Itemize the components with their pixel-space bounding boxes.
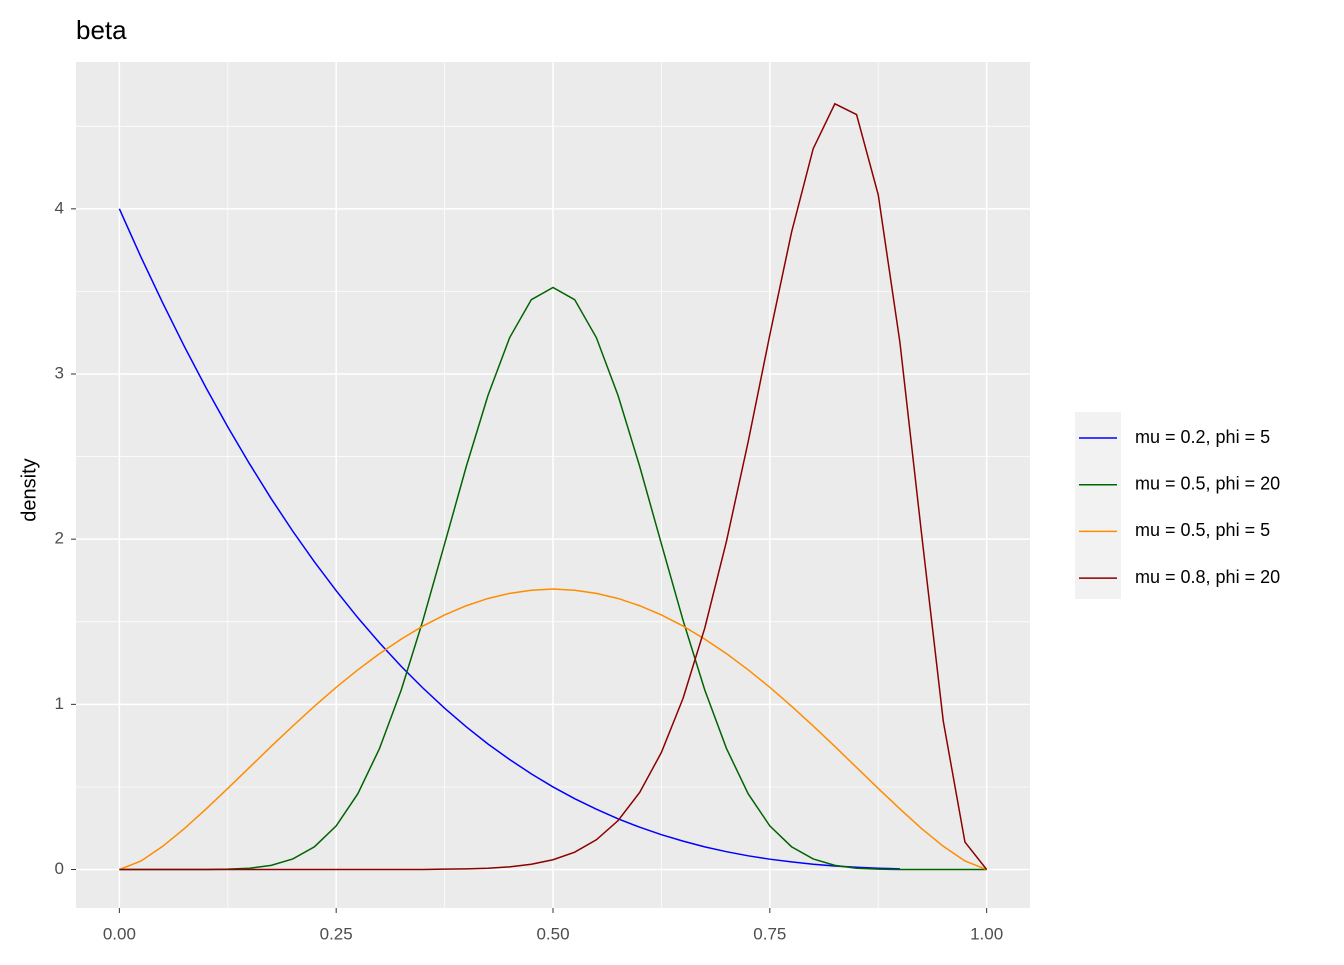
y-tick-label: 0 [55,859,64,878]
series-line [119,286,987,871]
legend-label: mu = 0.5, phi = 5 [1135,520,1270,540]
legend-label: mu = 0.8, phi = 20 [1135,567,1280,587]
x-tick-label: 0.50 [536,924,569,943]
x-tick-label: 0.00 [103,924,136,943]
series-line [119,588,987,871]
y-tick-label: 2 [55,529,64,548]
x-tick-label: 0.25 [320,924,353,943]
chart-title: beta [76,15,127,45]
x-tick-label: 1.00 [970,924,1003,943]
series-line [118,208,900,870]
series-line [119,102,988,871]
y-axis-label: density [18,458,40,521]
legend-label: mu = 0.5, phi = 20 [1135,473,1280,493]
y-tick-label: 1 [55,694,64,713]
y-tick-label: 4 [55,198,64,217]
legend-label: mu = 0.2, phi = 5 [1135,427,1270,447]
legend-keys [1075,412,1121,599]
x-tick-label: 0.75 [753,924,786,943]
y-tick-label: 3 [55,363,64,382]
